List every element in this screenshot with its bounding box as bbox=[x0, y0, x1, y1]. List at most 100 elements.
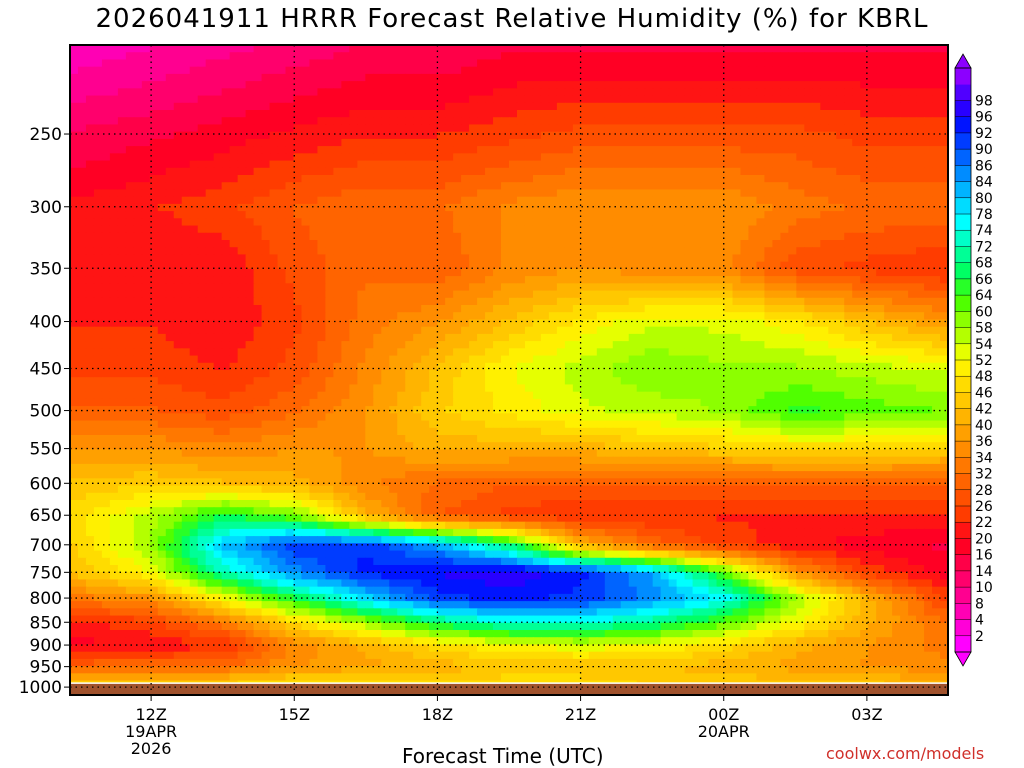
rh-cell bbox=[612, 52, 622, 61]
rh-cell bbox=[564, 305, 574, 313]
rh-cell bbox=[556, 110, 566, 118]
rh-cell bbox=[612, 254, 622, 263]
rh-cell bbox=[229, 240, 239, 248]
rh-cell bbox=[748, 124, 758, 133]
rh-cell bbox=[445, 276, 454, 284]
rh-cell bbox=[596, 102, 606, 111]
rh-cell bbox=[333, 297, 342, 306]
rh-cell bbox=[205, 211, 215, 219]
rh-cell bbox=[748, 95, 758, 104]
rh-cell bbox=[692, 182, 702, 191]
rh-cell bbox=[772, 218, 781, 227]
rh-cell bbox=[924, 131, 933, 140]
rh-cell bbox=[860, 138, 869, 147]
rh-cell bbox=[389, 160, 398, 169]
rh-cell bbox=[580, 333, 590, 342]
rh-cell bbox=[660, 102, 670, 111]
rh-cell bbox=[692, 66, 702, 75]
rh-cell bbox=[908, 341, 917, 349]
rh-cell bbox=[596, 225, 606, 234]
rh-cell bbox=[101, 182, 111, 191]
rh-cell bbox=[836, 66, 845, 75]
rh-cell bbox=[70, 110, 79, 118]
rh-cell bbox=[876, 88, 885, 97]
rh-cell bbox=[213, 81, 223, 89]
rh-cell bbox=[780, 88, 789, 97]
rh-cell bbox=[77, 52, 87, 61]
rh-cell bbox=[445, 211, 454, 219]
rh-cell bbox=[596, 348, 606, 357]
rh-cell bbox=[748, 225, 758, 234]
rh-cell bbox=[908, 355, 917, 364]
rh-cell bbox=[237, 254, 247, 263]
rh-cell bbox=[181, 283, 191, 292]
rh-cell bbox=[748, 218, 758, 227]
rh-cell bbox=[109, 333, 119, 342]
rh-cell bbox=[540, 196, 550, 205]
rh-cell bbox=[540, 138, 550, 147]
rh-cell bbox=[692, 218, 702, 227]
rh-cell bbox=[612, 131, 622, 140]
rh-cell bbox=[469, 211, 478, 219]
rh-cell bbox=[85, 326, 95, 335]
rh-cell bbox=[213, 268, 223, 277]
rh-cell bbox=[117, 355, 127, 364]
rh-cell bbox=[125, 81, 135, 89]
rh-cell bbox=[788, 247, 797, 256]
rh-cell bbox=[756, 196, 766, 205]
rh-cell bbox=[852, 319, 861, 328]
rh-cell bbox=[596, 175, 606, 183]
rh-cell bbox=[668, 211, 678, 219]
rh-cell bbox=[716, 319, 726, 328]
rh-cell bbox=[325, 81, 334, 89]
rh-cell bbox=[469, 167, 478, 176]
rh-cell bbox=[804, 283, 813, 292]
rh-cell bbox=[660, 218, 670, 227]
rh-cell bbox=[732, 211, 742, 219]
rh-cell bbox=[109, 297, 119, 306]
rh-cell bbox=[908, 73, 917, 82]
rh-cell bbox=[564, 211, 574, 219]
rh-cell bbox=[70, 319, 79, 328]
rh-cell bbox=[844, 110, 853, 118]
rh-cell bbox=[580, 196, 590, 205]
rh-cell bbox=[796, 348, 805, 357]
rh-cell bbox=[285, 312, 295, 321]
rh-cell bbox=[277, 355, 287, 364]
rh-cell bbox=[764, 167, 773, 176]
rh-cell bbox=[836, 175, 845, 183]
rh-cell bbox=[157, 182, 167, 191]
rh-cell bbox=[612, 160, 622, 169]
rh-cell bbox=[285, 189, 295, 198]
rh-cell bbox=[564, 189, 574, 198]
rh-cell bbox=[628, 167, 638, 176]
rh-cell bbox=[365, 283, 374, 292]
rh-cell bbox=[884, 240, 893, 248]
rh-cell bbox=[868, 348, 877, 357]
rh-cell bbox=[429, 203, 438, 212]
rh-cell bbox=[572, 218, 582, 227]
rh-cell bbox=[237, 333, 247, 342]
rh-cell bbox=[852, 124, 861, 133]
rh-cell bbox=[596, 196, 606, 205]
rh-cell bbox=[509, 110, 518, 118]
rh-cell bbox=[724, 182, 734, 191]
rh-cell bbox=[157, 138, 167, 147]
rh-cell bbox=[221, 240, 231, 248]
rh-cell bbox=[165, 66, 175, 75]
rh-cell bbox=[213, 110, 223, 118]
rh-cell bbox=[445, 218, 454, 227]
rh-cell bbox=[165, 283, 175, 292]
rh-cell bbox=[820, 131, 829, 140]
rh-cell bbox=[676, 131, 686, 140]
rh-cell bbox=[628, 160, 638, 169]
rh-cell bbox=[548, 196, 558, 205]
rh-cell bbox=[740, 124, 750, 133]
rh-cell bbox=[804, 160, 813, 169]
rh-cell bbox=[293, 341, 303, 349]
rh-cell bbox=[748, 355, 758, 364]
rh-cell bbox=[477, 182, 486, 191]
rh-cell bbox=[860, 254, 869, 263]
rh-cell bbox=[692, 283, 702, 292]
rh-cell bbox=[652, 254, 662, 263]
